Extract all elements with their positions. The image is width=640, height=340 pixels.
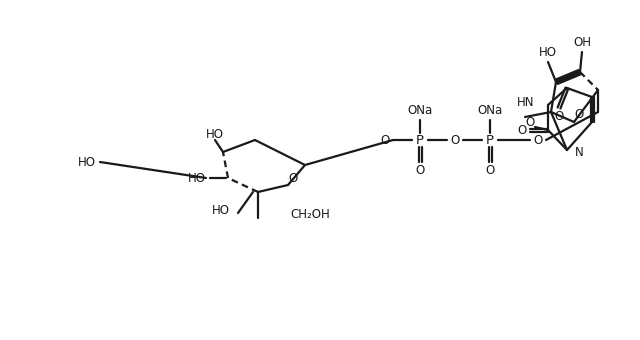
Text: O: O — [574, 107, 584, 120]
Text: P: P — [416, 134, 424, 147]
Text: HO: HO — [188, 171, 206, 185]
Text: CH₂OH: CH₂OH — [290, 208, 330, 221]
Text: O: O — [554, 109, 564, 122]
Text: HO: HO — [206, 128, 224, 140]
Text: HO: HO — [212, 204, 230, 217]
Text: N: N — [575, 146, 584, 158]
Text: O: O — [533, 134, 543, 147]
Text: ONa: ONa — [477, 104, 502, 118]
Text: HO: HO — [78, 155, 96, 169]
Text: O: O — [517, 123, 527, 136]
Text: O: O — [485, 164, 495, 176]
Text: O: O — [380, 134, 390, 147]
Text: HO: HO — [539, 46, 557, 58]
Text: O: O — [525, 116, 534, 129]
Text: O: O — [289, 172, 298, 186]
Text: HN: HN — [516, 97, 534, 109]
Text: ONa: ONa — [408, 104, 433, 118]
Text: OH: OH — [573, 35, 591, 49]
Text: O: O — [451, 134, 460, 147]
Text: P: P — [486, 134, 494, 147]
Text: O: O — [415, 164, 424, 176]
